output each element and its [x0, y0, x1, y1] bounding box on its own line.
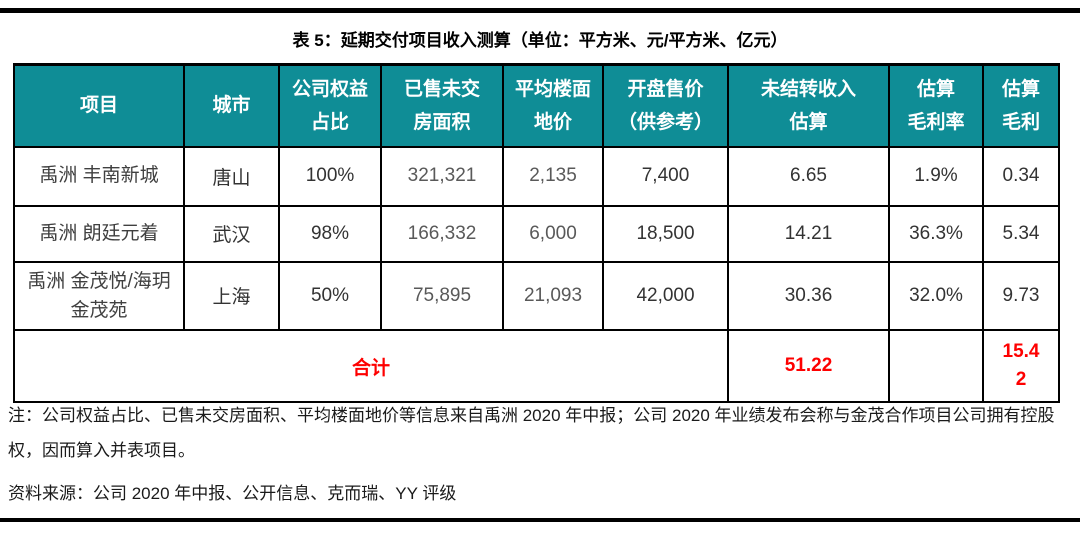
top-rule	[0, 8, 1080, 13]
cell-opening-price: 42,000	[602, 260, 729, 332]
cell-avg-floor-land-price: 21,093	[502, 260, 604, 332]
col-header-est-gross-profit: 估算 毛利	[982, 63, 1060, 148]
cell-equity-ratio: 50%	[278, 260, 382, 332]
cell-est-gross-profit: 0.34	[982, 145, 1060, 207]
col-header-avg-floor-land-price: 平均楼面 地价	[502, 63, 604, 148]
col-header-opening-price: 开盘售价 （供参考）	[602, 63, 729, 148]
cell-project: 禹洲 丰南新城	[13, 145, 185, 207]
cell-avg-floor-land-price: 6,000	[502, 204, 604, 263]
cell-city: 唐山	[183, 145, 280, 207]
cell-est-gross-margin: 1.9%	[888, 145, 984, 207]
cell-equity-ratio: 98%	[278, 204, 382, 263]
cell-unsettled-revenue: 14.21	[727, 204, 890, 263]
cell-est-gross-profit: 5.34	[982, 204, 1060, 263]
cell-avg-floor-land-price: 2,135	[502, 145, 604, 207]
cell-project: 禹洲 金茂悦/海玥金茂苑	[13, 260, 185, 332]
cell-equity-ratio: 100%	[278, 145, 382, 207]
col-header-sold-undelivered-area: 已售未交 房面积	[380, 63, 504, 148]
table-row: 禹洲 金茂悦/海玥金茂苑 上海 50% 75,895 21,093 42,000…	[13, 260, 1060, 332]
col-header-unsettled-revenue: 未结转收入 估算	[727, 63, 890, 148]
cell-est-gross-margin: 32.0%	[888, 260, 984, 332]
cell-project: 禹洲 朗廷元着	[13, 204, 185, 263]
cell-city: 上海	[183, 260, 280, 332]
cell-est-gross-margin: 36.3%	[888, 204, 984, 263]
table-row: 禹洲 丰南新城 唐山 100% 321,321 2,135 7,400 6.65…	[13, 145, 1060, 207]
col-header-project: 项目	[13, 63, 185, 148]
col-header-city: 城市	[183, 63, 280, 148]
col-header-est-gross-margin: 估算 毛利率	[888, 63, 984, 148]
table-row: 禹洲 朗廷元着 武汉 98% 166,332 6,000 18,500 14.2…	[13, 204, 1060, 263]
source-line: 资料来源：公司 2020 年中报、公开信息、克而瑞、YY 评级	[8, 484, 457, 503]
cell-opening-price: 7,400	[602, 145, 729, 207]
cell-unsettled-revenue: 30.36	[727, 260, 890, 332]
col-header-equity-ratio: 公司权益 占比	[278, 63, 382, 148]
total-unsettled-revenue: 51.22	[727, 329, 890, 404]
cell-est-gross-profit: 9.73	[982, 260, 1060, 332]
table-title: 表 5：延期交付项目收入测算（单位：平方米、元/平方米、亿元）	[292, 31, 788, 50]
delayed-delivery-projects-table: 项目 城市 公司权益 占比 已售未交 房面积 平均楼面 地价 开盘售价 （供参考…	[13, 63, 1060, 404]
total-est-gross-profit: 15.42	[982, 329, 1060, 404]
total-label: 合计	[13, 329, 729, 404]
total-est-gross-margin	[888, 329, 984, 404]
header-row: 项目 城市 公司权益 占比 已售未交 房面积 平均楼面 地价 开盘售价 （供参考…	[13, 63, 1060, 148]
total-row: 合计 51.22 15.42	[13, 329, 1060, 404]
cell-sold-undelivered-area: 75,895	[380, 260, 504, 332]
bottom-rule	[0, 518, 1080, 522]
footnote: 注：公司权益占比、已售未交房面积、平均楼面地价等信息来自禹洲 2020 年中报；…	[8, 406, 1055, 460]
cell-unsettled-revenue: 6.65	[727, 145, 890, 207]
cell-sold-undelivered-area: 166,332	[380, 204, 504, 263]
cell-city: 武汉	[183, 204, 280, 263]
total-est-gross-profit-value: 15.42	[1002, 340, 1040, 391]
cell-sold-undelivered-area: 321,321	[380, 145, 504, 207]
cell-opening-price: 18,500	[602, 204, 729, 263]
